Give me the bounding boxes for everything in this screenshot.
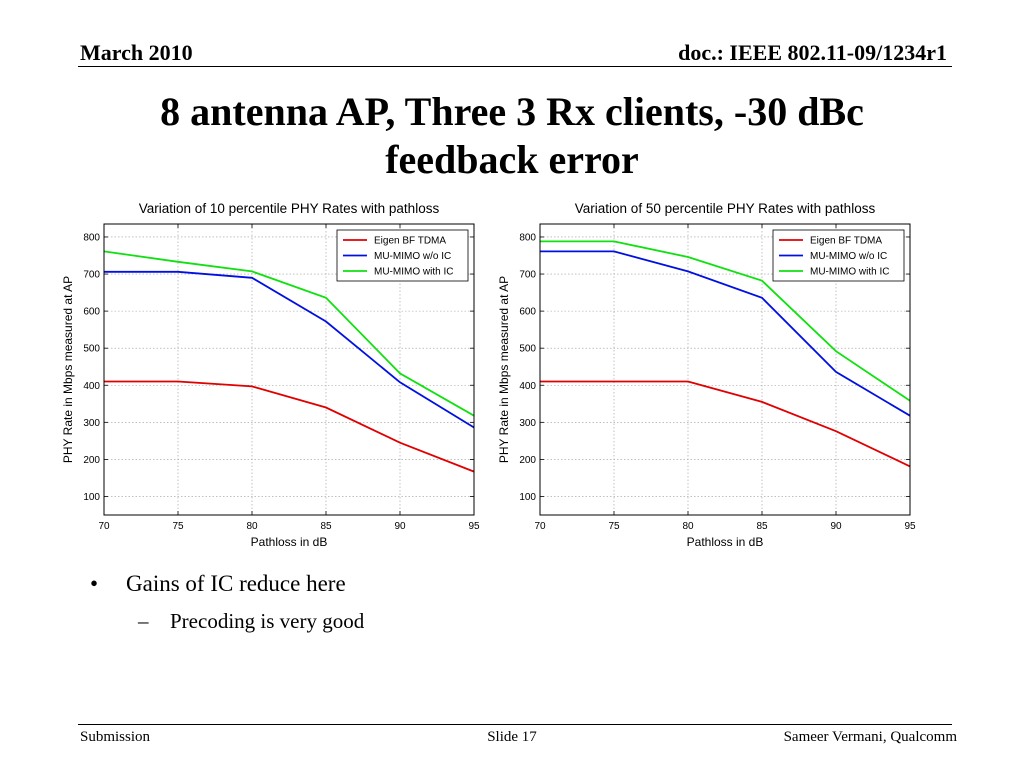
y-axis-label: PHY Rate in Mbps measured at AP [497, 276, 511, 463]
y-tick-label: 600 [83, 307, 100, 318]
x-tick-label: 70 [98, 521, 110, 532]
sub-bullet-item: – Precoding is very good [138, 609, 364, 634]
y-tick-label: 300 [519, 418, 536, 429]
y-tick-label: 100 [519, 492, 536, 503]
x-tick-label: 75 [172, 521, 184, 532]
y-tick-label: 700 [519, 270, 536, 281]
x-tick-label: 90 [830, 521, 842, 532]
y-tick-label: 700 [83, 270, 100, 281]
header-doc-id: doc.: IEEE 802.11-09/1234r1 [678, 40, 947, 65]
legend-label: Eigen BF TDMA [374, 236, 446, 247]
chart-50-percentile: Variation of 50 percentile PHY Rates wit… [494, 192, 924, 552]
slide-title-line2: feedback error [385, 137, 639, 182]
plot-frame [539, 223, 911, 516]
plot-frame [103, 223, 475, 516]
chart-10-percentile-svg: Variation of 10 percentile PHY Rates wit… [61, 201, 480, 549]
x-tick-label: 70 [534, 521, 546, 532]
chart-title: Variation of 50 percentile PHY Rates wit… [575, 201, 876, 216]
chart-50-percentile-svg: Variation of 50 percentile PHY Rates wit… [497, 201, 916, 549]
legend-label: MU-MIMO with IC [810, 267, 889, 278]
series-line [103, 250, 475, 417]
bullet-text: Gains of IC reduce here [126, 571, 346, 596]
footer-slide-number: Slide 17 [487, 729, 537, 745]
footer-submission: Submission [80, 729, 151, 745]
y-tick-label: 800 [83, 232, 100, 243]
x-axis-label: Pathloss in dB [251, 535, 328, 549]
sub-bullet-text: Precoding is very good [170, 609, 365, 633]
y-tick-label: 200 [519, 455, 536, 466]
header-date: March 2010 [80, 40, 193, 65]
chart-title: Variation of 10 percentile PHY Rates wit… [139, 201, 440, 216]
chart-10-percentile: Variation of 10 percentile PHY Rates wit… [58, 192, 488, 552]
x-tick-label: 90 [394, 521, 406, 532]
footer-author: Sameer Vermani, Qualcomm [783, 729, 957, 745]
x-tick-label: 95 [468, 521, 480, 532]
legend-label: Eigen BF TDMA [810, 236, 882, 247]
x-axis-label: Pathloss in dB [687, 535, 764, 549]
x-tick-label: 75 [608, 521, 620, 532]
y-tick-label: 100 [83, 492, 100, 503]
series-line [540, 250, 911, 417]
footer-rule [78, 724, 952, 725]
bullet-item: • Gains of IC reduce here [90, 571, 364, 597]
y-tick-label: 400 [519, 381, 536, 392]
y-axis-label: PHY Rate in Mbps measured at AP [61, 276, 75, 463]
x-tick-label: 85 [756, 521, 768, 532]
x-tick-label: 80 [246, 521, 258, 532]
y-tick-label: 200 [83, 455, 100, 466]
y-tick-label: 400 [83, 381, 100, 392]
x-tick-label: 95 [904, 521, 916, 532]
y-tick-label: 300 [83, 418, 100, 429]
series-line [104, 270, 475, 429]
legend-label: MU-MIMO w/o IC [810, 251, 887, 262]
legend-label: MU-MIMO w/o IC [374, 251, 451, 262]
x-tick-label: 85 [320, 521, 332, 532]
slide-title-line1: 8 antenna AP, Three 3 Rx clients, -30 dB… [160, 89, 864, 134]
y-tick-label: 500 [83, 344, 100, 355]
sub-bullet-marker: – [138, 609, 149, 633]
series-line [540, 380, 911, 468]
slide-title: 8 antenna AP, Three 3 Rx clients, -30 dB… [0, 88, 1024, 184]
series-line [540, 240, 911, 402]
header-rule [78, 66, 952, 67]
y-tick-label: 500 [519, 344, 536, 355]
legend-label: MU-MIMO with IC [374, 267, 453, 278]
x-tick-label: 80 [682, 521, 694, 532]
series-line [104, 380, 475, 473]
bullet-marker: • [90, 571, 99, 596]
bullet-list: • Gains of IC reduce here – Precoding is… [90, 571, 364, 634]
y-tick-label: 600 [519, 307, 536, 318]
y-tick-label: 800 [519, 232, 536, 243]
